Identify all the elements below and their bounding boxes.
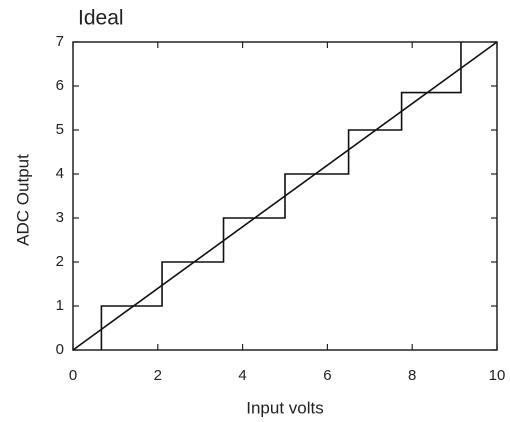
y-tick-label: 5 [56,121,64,138]
y-axis-label: ADC Output [13,154,32,246]
x-tick-label: 6 [323,367,331,384]
x-axis-label: Input volts [246,398,324,417]
plot-frame [72,41,498,351]
x-tick-label: 4 [238,367,246,384]
data-line [72,41,498,351]
y-tick-label: 1 [56,297,64,314]
y-tick-label: 6 [56,77,64,94]
x-tick-label: 2 [154,367,162,384]
data-line [100,42,462,350]
x-tick-label: 8 [408,367,416,384]
chart-title: Ideal [78,7,124,30]
y-tick-label: 0 [56,341,64,358]
x-tick-label: 10 [489,367,506,384]
y-tick-label: 7 [56,33,64,50]
x-tick-label: 0 [69,367,77,384]
y-tick-label: 2 [56,253,64,270]
y-tick-label: 3 [56,209,64,226]
y-tick-label: 4 [56,165,64,182]
